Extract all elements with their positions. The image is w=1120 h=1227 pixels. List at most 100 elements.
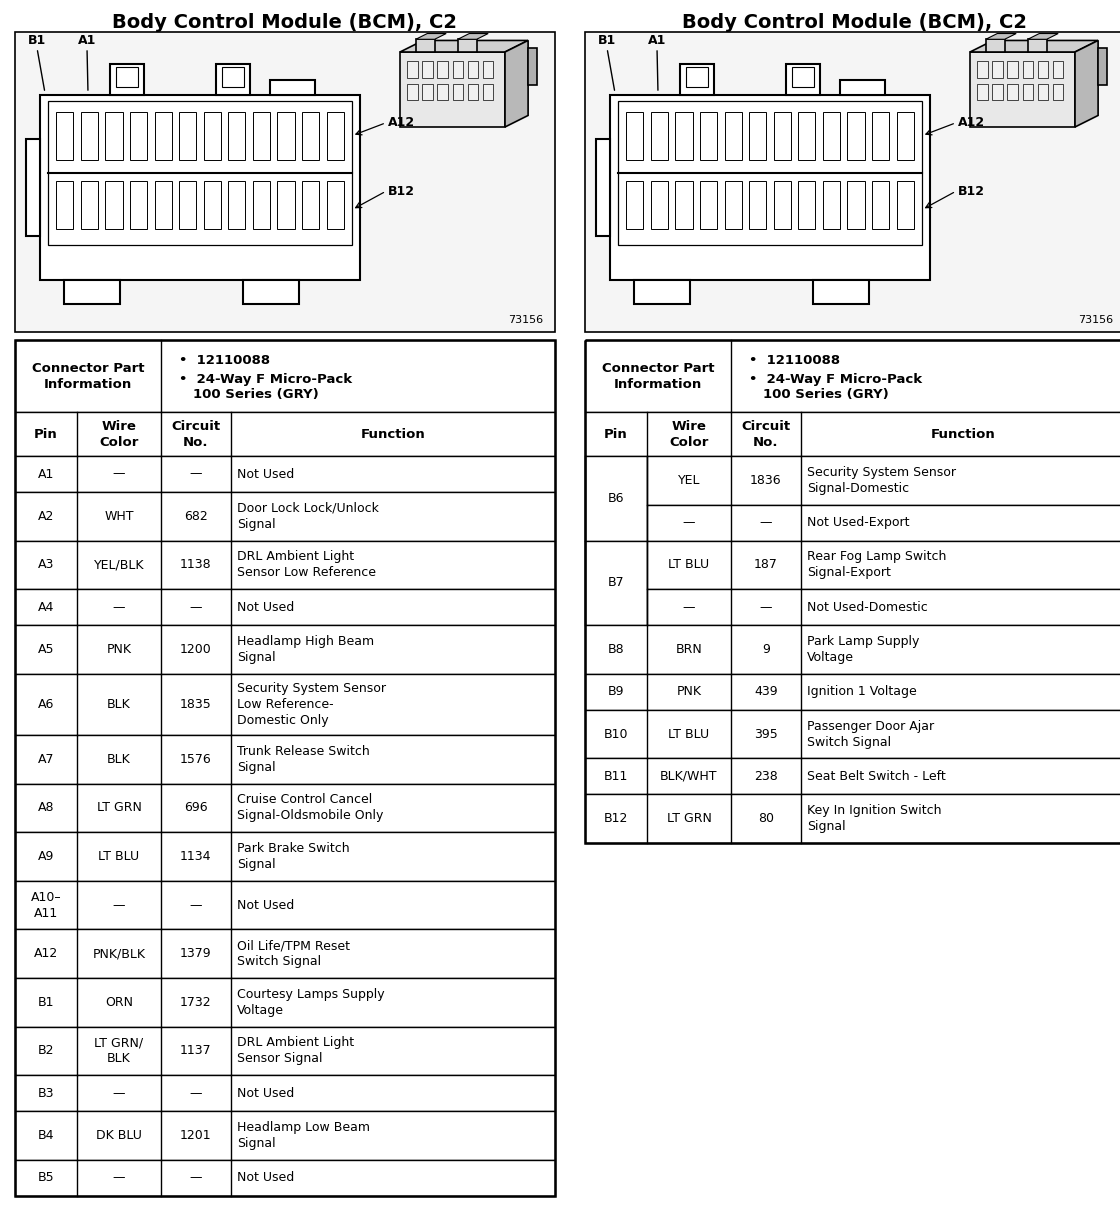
Bar: [327, 112, 344, 160]
Text: B12: B12: [958, 185, 984, 198]
Bar: [452, 83, 463, 99]
Bar: [116, 67, 138, 87]
Polygon shape: [1098, 48, 1107, 86]
Bar: [243, 280, 299, 304]
Bar: [700, 112, 717, 160]
Bar: [15, 881, 556, 929]
Bar: [130, 112, 147, 160]
Text: PNK: PNK: [106, 643, 131, 656]
Bar: [700, 182, 717, 229]
Text: •  12110088: • 12110088: [179, 353, 270, 367]
Text: Not Used-Domestic: Not Used-Domestic: [808, 601, 927, 614]
Bar: [467, 83, 478, 99]
Bar: [81, 112, 99, 160]
Text: A7: A7: [38, 753, 54, 766]
Bar: [15, 978, 556, 1027]
Text: Trunk Release Switch
Signal: Trunk Release Switch Signal: [237, 745, 370, 774]
Bar: [792, 67, 814, 87]
Text: Door Lock Lock/Unlock
Signal: Door Lock Lock/Unlock Signal: [237, 502, 379, 531]
Text: B1: B1: [28, 33, 46, 47]
Bar: [848, 182, 865, 229]
Bar: [978, 61, 988, 77]
Text: —: —: [189, 601, 202, 614]
Bar: [585, 456, 647, 541]
Text: A1: A1: [77, 33, 96, 47]
Bar: [204, 182, 221, 229]
Text: Pin: Pin: [35, 427, 58, 440]
Text: YEL/BLK: YEL/BLK: [94, 558, 144, 572]
Text: BLK: BLK: [108, 698, 131, 710]
Bar: [15, 340, 556, 412]
Polygon shape: [505, 40, 529, 128]
Bar: [626, 182, 644, 229]
Text: Key In Ignition Switch
Signal: Key In Ignition Switch Signal: [808, 804, 942, 833]
Text: —: —: [189, 1172, 202, 1184]
Bar: [438, 61, 448, 77]
Bar: [725, 182, 741, 229]
Bar: [585, 758, 1120, 794]
Text: Not Used: Not Used: [237, 601, 295, 614]
Bar: [978, 83, 988, 99]
Text: A12: A12: [34, 947, 58, 961]
Bar: [483, 83, 493, 99]
Bar: [992, 61, 1002, 77]
Bar: [585, 794, 1120, 843]
Bar: [15, 589, 556, 626]
Text: Function: Function: [361, 427, 426, 440]
Text: —: —: [113, 1087, 125, 1099]
Text: Connector Part
Information: Connector Part Information: [601, 362, 715, 390]
Bar: [105, 112, 122, 160]
Bar: [585, 674, 1120, 709]
Bar: [799, 112, 815, 160]
Bar: [278, 112, 295, 160]
Text: 9: 9: [762, 643, 769, 656]
Bar: [675, 112, 692, 160]
Bar: [216, 64, 250, 94]
Bar: [1037, 61, 1048, 77]
Text: A12: A12: [958, 117, 986, 129]
Bar: [15, 784, 556, 832]
Text: Not Used: Not Used: [237, 898, 295, 912]
Polygon shape: [1075, 40, 1098, 128]
Bar: [1053, 61, 1063, 77]
Polygon shape: [416, 33, 446, 39]
Text: 1836: 1836: [750, 474, 782, 487]
Bar: [585, 340, 1120, 412]
Bar: [105, 182, 122, 229]
Text: 1138: 1138: [180, 558, 212, 572]
Bar: [40, 94, 360, 280]
Text: LT BLU: LT BLU: [669, 728, 709, 741]
Polygon shape: [970, 40, 1098, 52]
Bar: [585, 412, 1120, 456]
Text: Not Used: Not Used: [237, 467, 295, 481]
Bar: [15, 492, 556, 541]
Bar: [48, 101, 352, 245]
Bar: [56, 112, 74, 160]
Text: —: —: [189, 467, 202, 481]
Bar: [872, 182, 889, 229]
Bar: [408, 83, 418, 99]
Bar: [896, 112, 914, 160]
Bar: [585, 32, 1120, 333]
Text: Ignition 1 Voltage: Ignition 1 Voltage: [808, 686, 917, 698]
Text: B11: B11: [604, 769, 628, 783]
Polygon shape: [986, 33, 1016, 39]
Text: Cruise Control Cancel
Signal-Oldsmobile Only: Cruise Control Cancel Signal-Oldsmobile …: [237, 794, 383, 822]
Text: Passenger Door Ajar
Switch Signal: Passenger Door Ajar Switch Signal: [808, 719, 934, 748]
Text: Courtesy Lamps Supply
Voltage: Courtesy Lamps Supply Voltage: [237, 988, 384, 1017]
Text: —: —: [683, 517, 696, 529]
Text: —: —: [113, 1172, 125, 1184]
Text: B12: B12: [388, 185, 416, 198]
Bar: [81, 182, 99, 229]
Text: A5: A5: [38, 643, 54, 656]
Text: •  12110088: • 12110088: [749, 353, 840, 367]
Bar: [26, 140, 40, 236]
Bar: [786, 64, 820, 94]
Text: 1137: 1137: [180, 1044, 212, 1058]
Text: B6: B6: [608, 492, 624, 504]
Bar: [680, 64, 715, 94]
Text: 1732: 1732: [180, 996, 212, 1009]
Text: WHT: WHT: [104, 509, 133, 523]
Bar: [15, 674, 556, 735]
Bar: [422, 83, 433, 99]
